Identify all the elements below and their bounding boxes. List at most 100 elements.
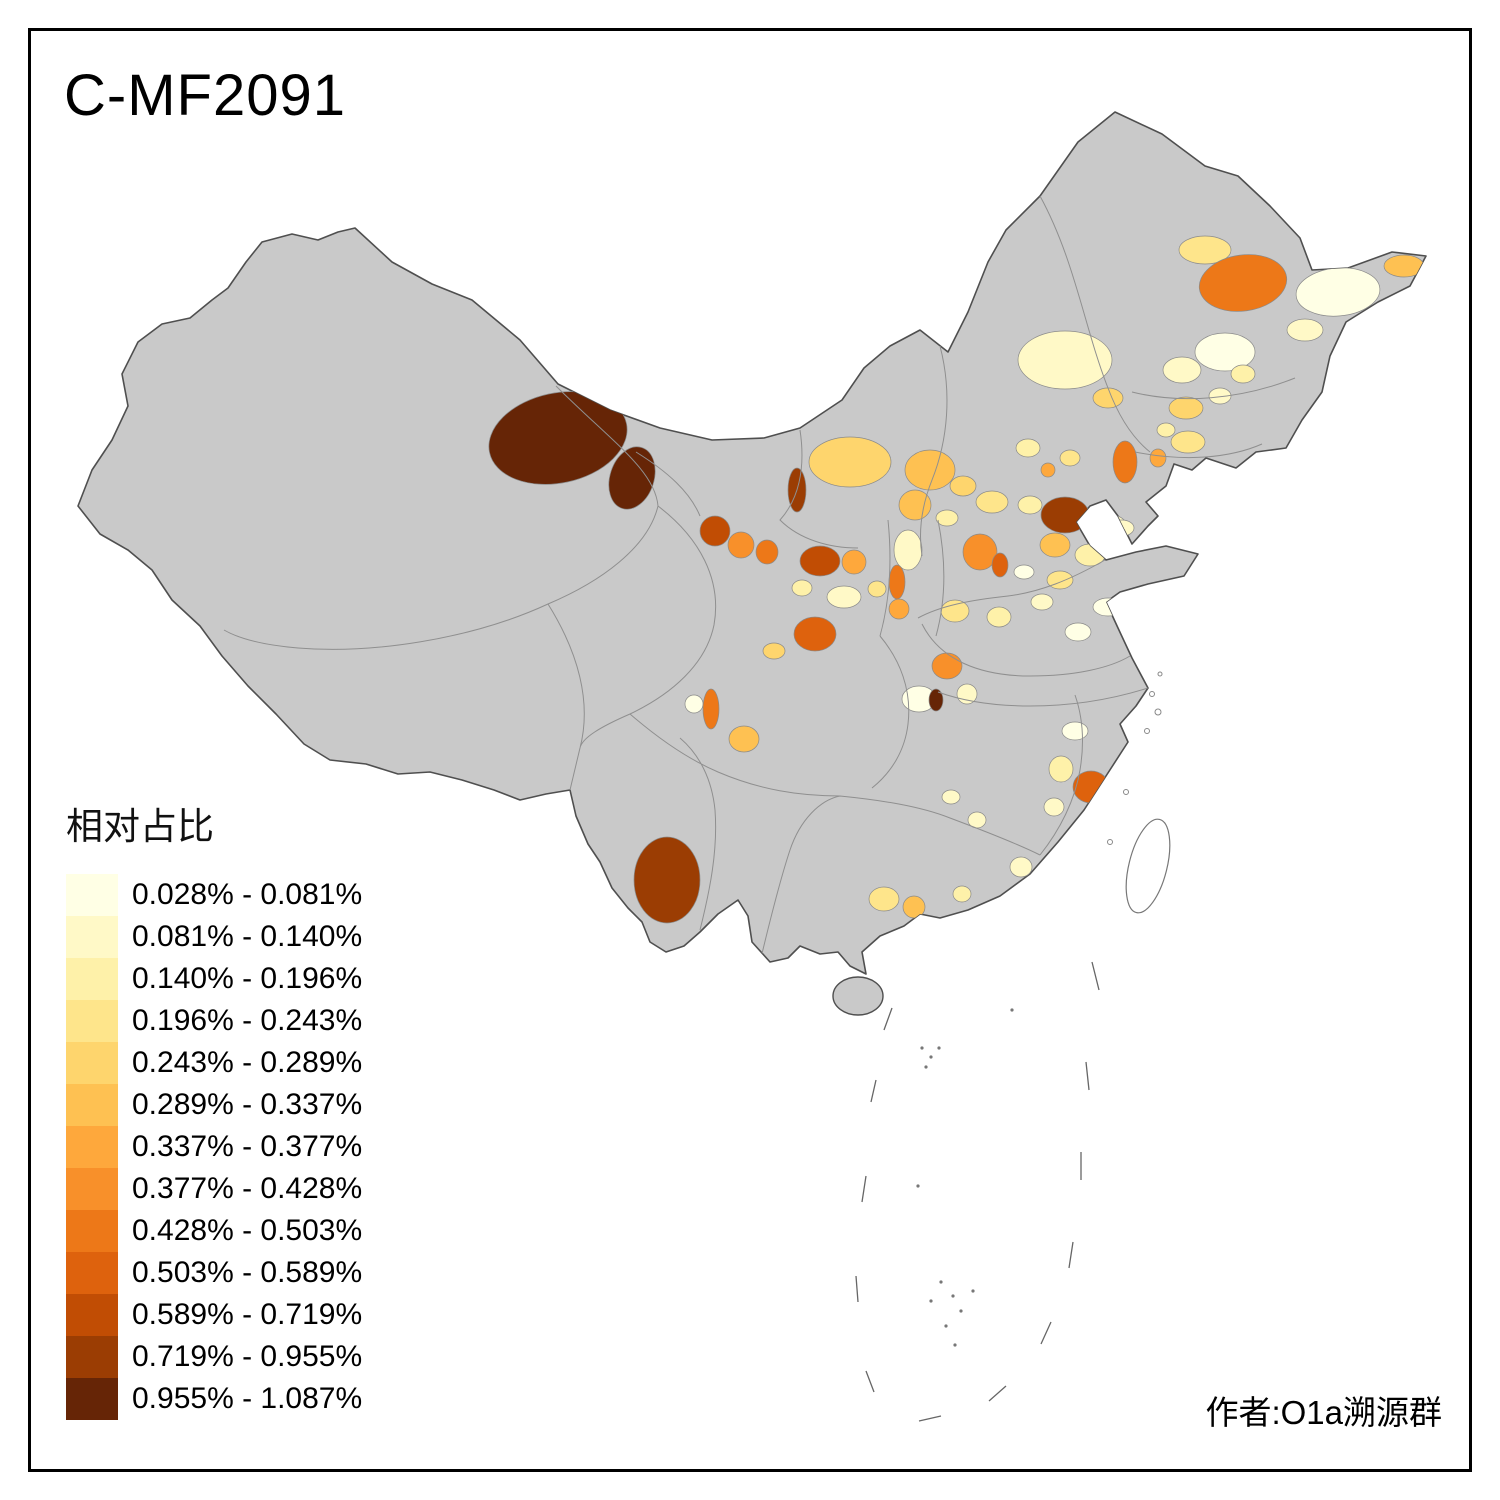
legend-class-label: 0.289% - 0.337% [132,1088,363,1121]
map-region [1198,254,1288,312]
legend-class-label: 0.719% - 0.955% [132,1340,363,1373]
map-region [841,549,867,575]
map-region [702,688,720,730]
map-region [1046,570,1074,590]
map-region [699,515,731,547]
province-borders [223,195,1296,963]
legend-swatch [66,1000,118,1042]
map-region [684,694,704,714]
map-region [991,552,1009,578]
legend-swatch [66,1378,118,1420]
map-region [755,539,779,565]
legend-row: 0.337% - 0.377% [66,1126,362,1168]
legend-row: 0.589% - 0.719% [66,1294,362,1336]
map-region [1040,496,1090,534]
legend-class-label: 0.243% - 0.289% [132,1046,363,1079]
legend-class-label: 0.140% - 0.196% [132,962,363,995]
map-region [1286,318,1324,342]
map-region [762,642,786,660]
legend-swatch [66,1252,118,1294]
map-region [633,836,701,924]
map-region [962,533,998,571]
map-region [935,509,959,527]
map-region [1072,770,1110,804]
page-title: C-MF2091 [64,63,346,128]
legend: 相对占比 0.028% - 0.081% 0.081% - 0.140% 0.140… [66,796,362,1420]
map-region [1156,422,1176,438]
map-region [1194,332,1256,372]
map-region [1059,449,1081,467]
legend-class-label: 0.377% - 0.428% [132,1172,363,1205]
legend-class-label: 0.955% - 1.087% [132,1382,363,1415]
map-region [1043,797,1065,817]
map-region [1015,438,1041,458]
map-region [940,599,970,623]
coastal-islands [1107,671,1163,845]
map-region [728,725,760,753]
map-region [791,579,813,597]
nine-dash-line [855,961,1100,1422]
map-region [1230,364,1256,384]
map-region [1208,387,1232,405]
map-region [888,598,910,620]
legend-row: 0.140% - 0.196% [66,958,362,1000]
legend-row: 0.503% - 0.589% [66,1252,362,1294]
legend-swatch [66,1294,118,1336]
map-region [1013,564,1035,580]
map-region [1112,440,1138,484]
map-region [1168,396,1204,420]
legend-swatch [66,916,118,958]
map-region [1092,387,1124,409]
map-region [1178,235,1232,265]
map-region [1009,856,1033,878]
legend-row: 0.719% - 0.955% [66,1336,362,1378]
legend-row: 0.081% - 0.140% [66,916,362,958]
legend-row: 0.243% - 0.289% [66,1042,362,1084]
map-region [1061,721,1089,741]
map-region [868,886,900,912]
map-region [898,489,932,521]
map-region [488,391,628,485]
legend-swatch [66,1168,118,1210]
map-region [1170,430,1206,454]
legend-row: 0.955% - 1.087% [66,1378,362,1420]
map-region [867,580,887,598]
legend-swatch [66,1210,118,1252]
taiwan-island [1125,818,1171,914]
map-region [1048,755,1074,783]
map-region [949,475,977,497]
legend-swatch [66,1042,118,1084]
legend-swatch [66,1084,118,1126]
legend-class-label: 0.337% - 0.377% [132,1130,363,1163]
map-region [1383,254,1425,278]
legend-row: 0.289% - 0.337% [66,1084,362,1126]
map-region [931,652,963,680]
attribution-text: 作者:O1a溯源群 [1205,1394,1442,1431]
map-region [826,585,862,609]
legend-swatch [66,1126,118,1168]
map-region [928,688,944,712]
map-region [1064,622,1092,642]
map-region [793,616,837,652]
map-region [808,436,892,488]
map-region [727,531,755,559]
south-china-sea-islands [916,1008,1014,1347]
map-region [1039,532,1071,558]
map-region [904,449,956,491]
hainan-island [832,976,884,1016]
legend-swatch [66,958,118,1000]
map-region [799,545,841,577]
legend-swatch [66,874,118,916]
map-region [1017,330,1113,390]
legend-row: 0.028% - 0.081% [66,874,362,916]
legend-class-label: 0.503% - 0.589% [132,1256,363,1289]
legend-class-label: 0.196% - 0.243% [132,1004,363,1037]
map-region [1095,514,1127,536]
map-region [1162,356,1202,384]
map-region [986,606,1012,628]
map-region [1149,448,1167,468]
map-regions-group [488,235,1425,924]
legend-title: 相对占比 [66,806,214,847]
